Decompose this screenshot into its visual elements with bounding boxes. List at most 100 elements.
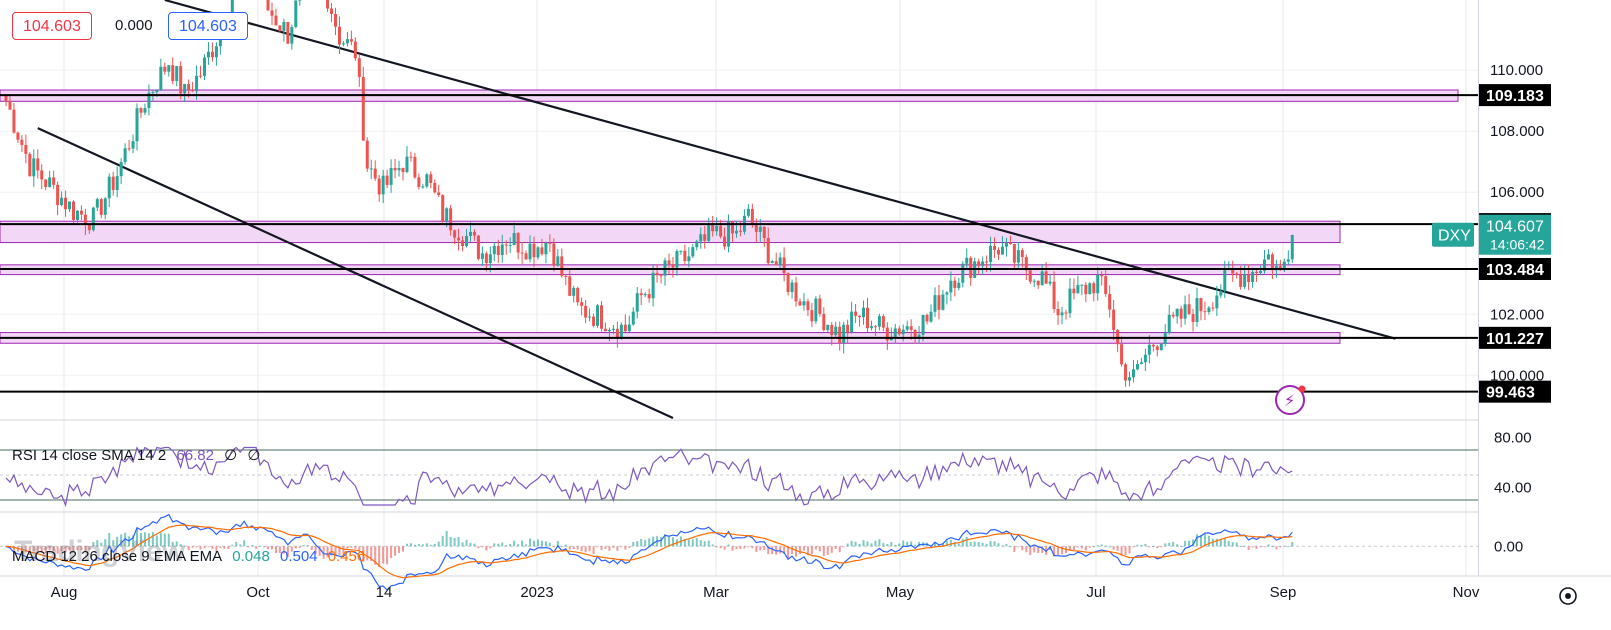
macd-hist-bar (247, 546, 250, 548)
macd-hist-bar (1172, 541, 1175, 547)
macd-hist-bar (489, 546, 492, 549)
macd-hist-bar (683, 539, 686, 547)
macd-hist-bar (1009, 546, 1012, 548)
candle-body (639, 293, 643, 296)
macd-hist-bar (763, 546, 766, 550)
candle-body (667, 260, 671, 265)
candle-body (131, 141, 135, 149)
macd-hist-bar (533, 540, 536, 547)
price-axis[interactable]: 109.183104.955103.484101.22799.463110.00… (1275, 62, 1551, 555)
macd-legend-name: MACD 12 26 close 9 EMA EMA (12, 548, 223, 565)
level-label: 101.227 (1486, 331, 1544, 348)
macd-hist-bar (552, 546, 555, 548)
macd-hist-bar (139, 532, 142, 547)
candle-body (492, 245, 496, 255)
candle-body (397, 168, 401, 171)
macd-hist-bar (588, 546, 591, 552)
macd-hist-bar (1037, 546, 1040, 554)
candle-body (766, 237, 770, 264)
candle-body (1080, 284, 1084, 286)
candle-body (345, 39, 349, 44)
macd-hist-bar (132, 535, 135, 547)
macd-hist-bar (136, 528, 139, 547)
candle-body (52, 177, 56, 185)
level-label-box (1479, 326, 1551, 349)
macd-hist-bar (1076, 546, 1079, 548)
macd-hist-bar (1152, 546, 1155, 548)
candle-body (341, 43, 345, 45)
macd-hist-bar (576, 546, 579, 550)
macd-hist-bar (215, 546, 218, 553)
macd-hist-bar (540, 540, 543, 547)
time-tick-label: Nov (1453, 584, 1480, 601)
candle-body (377, 178, 381, 195)
macd-hist-bar (191, 546, 194, 548)
time-axis[interactable]: Aug Oct 14 2023 Mar May Jul Sep Nov (51, 584, 1577, 605)
candle-body (905, 326, 909, 330)
candle-body (762, 226, 766, 238)
signal-line (5, 524, 1293, 579)
candle-body (794, 282, 798, 302)
candle-body (1044, 271, 1048, 284)
candle-body (1112, 309, 1116, 330)
candle-body (60, 197, 64, 206)
candle-body (1092, 283, 1096, 294)
macd-hist-bar (1025, 546, 1028, 553)
candle-body (48, 177, 52, 187)
rsi-legend-name: RSI 14 close SMA 14 2 (12, 447, 167, 464)
candle-body (758, 226, 762, 232)
candle-body (834, 326, 838, 336)
macd-hist-bar (989, 541, 992, 547)
macd-hist-bar (461, 542, 464, 547)
candle-body (1207, 307, 1211, 313)
macd-hist-bar (12, 546, 15, 552)
candle-body (651, 272, 655, 299)
candle-body (1286, 259, 1290, 262)
bid-price[interactable]: 104.603 (12, 12, 92, 40)
candle-body (945, 292, 949, 295)
candle-body (1183, 304, 1187, 319)
candle-body (87, 224, 91, 231)
candle-body (516, 233, 520, 253)
candle-body (1008, 242, 1012, 244)
candle-body (707, 225, 711, 241)
candle-body (675, 251, 679, 268)
macd-hist-bar (120, 534, 123, 547)
macd-hist-bar (584, 546, 587, 553)
candle-body (123, 148, 127, 163)
candle-body (12, 109, 16, 133)
candle-body (830, 324, 834, 336)
macd-hist-bar (1267, 544, 1270, 547)
macd-hist-bar (874, 540, 877, 547)
macd-hist-bar (239, 544, 242, 547)
candle-body (472, 231, 476, 236)
candle-body (1155, 346, 1159, 351)
macd-hist-bar (846, 543, 849, 547)
macd-hist-bar (882, 542, 885, 547)
macd-hist-bar (485, 546, 488, 551)
event-dot (1298, 385, 1306, 393)
candle-body (909, 326, 913, 330)
candle-body (520, 252, 524, 254)
ask-price[interactable]: 104.603 (168, 12, 248, 40)
macd-hist-bar (203, 546, 206, 549)
macd-hist-bar (84, 546, 87, 552)
macd-hist-bar (743, 546, 746, 549)
candle-body (921, 314, 925, 335)
macd-legend[interactable]: MACD 12 26 close 9 EMA EMA 0.048 0.504 0… (12, 548, 371, 565)
macd-hist-bar (382, 546, 385, 564)
candle-body (869, 326, 873, 329)
macd-hist-bar (906, 541, 909, 547)
candle-body (600, 305, 603, 329)
candle-body (580, 302, 584, 306)
candle-body (381, 175, 385, 195)
candle-body (1088, 283, 1092, 295)
candle-body (1147, 344, 1151, 355)
macd-hist-bar (199, 546, 202, 550)
candle-body (858, 315, 862, 318)
rsi-legend[interactable]: RSI 14 close SMA 14 2 66.82 ∅ ∅ (12, 446, 266, 464)
candle-body (1215, 295, 1219, 309)
macd-hist-bar (624, 546, 627, 550)
macd-hist-bar (171, 541, 174, 547)
